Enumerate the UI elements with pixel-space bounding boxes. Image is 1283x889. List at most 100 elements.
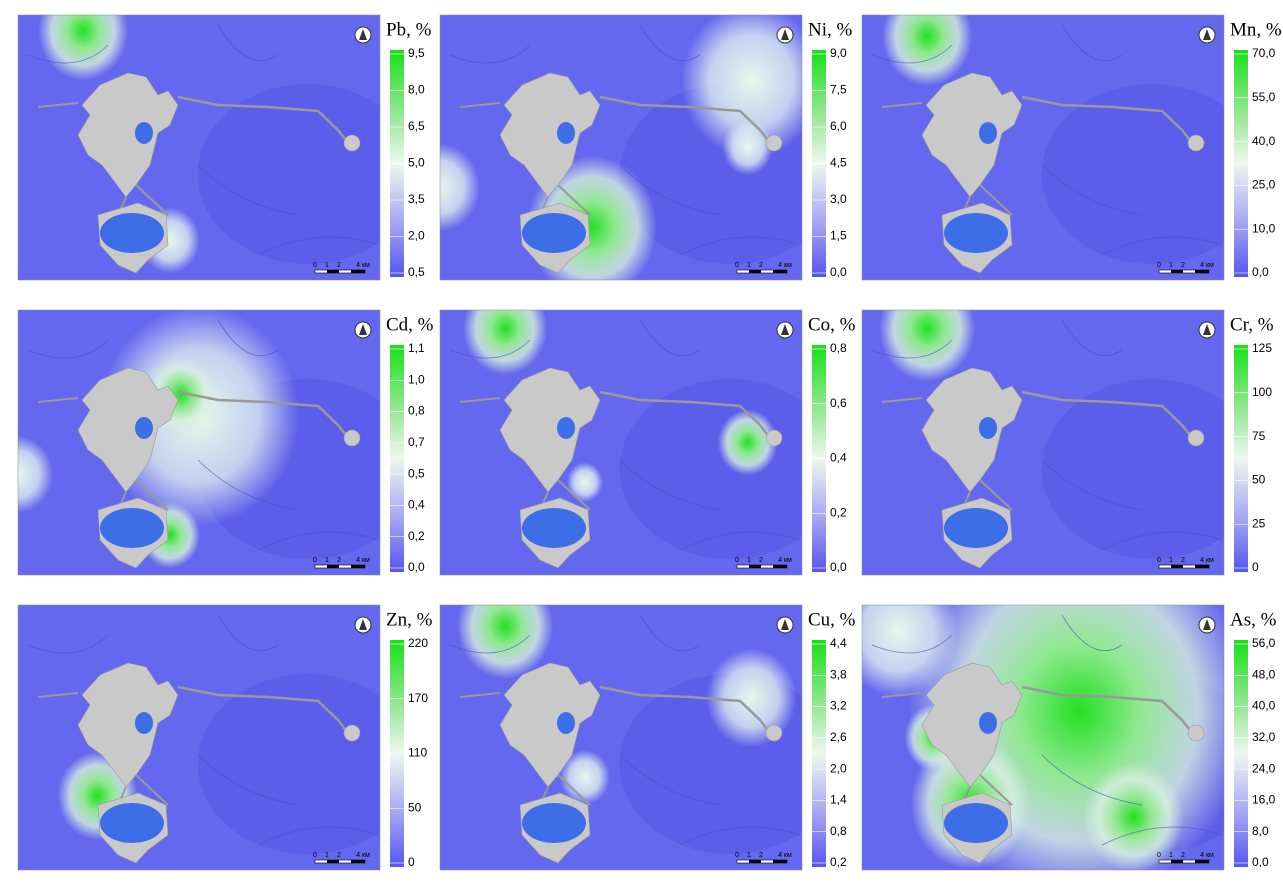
map-panel: 0 1 2 4 км Cu, % 4,4 3,8 3,2 2,6 2,0 1,4 0,8 0,2: [439, 604, 856, 871]
scale-label: 2: [1181, 262, 1185, 269]
scale-bar-segment: [1171, 860, 1183, 863]
legend-title: Cr, %: [1230, 314, 1274, 335]
map-body: [440, 15, 802, 280]
concentration-zone: [722, 120, 773, 175]
map-panel: 0 1 2 4 км Co, % 0,8 0,6 0,4 0,2 0,0: [439, 309, 856, 576]
legend-title: Cd, %: [386, 314, 434, 335]
scale-bar-segment: [327, 270, 339, 273]
scale-label: 0: [735, 262, 739, 269]
color-bar: [1234, 345, 1248, 572]
legend-tick-label: 0,0: [408, 560, 425, 574]
scale-bar-segment: [1195, 270, 1209, 273]
legend-tick-label: 0,5: [408, 466, 425, 480]
concentration-zone: [566, 462, 603, 503]
compass-arrow: [1203, 29, 1211, 40]
legend-tick-label: 16,0: [1252, 793, 1276, 807]
legend-tick-label: 1,0: [408, 372, 425, 386]
concentration-zone: [879, 310, 976, 382]
map-panel: 0 1 2 4 км Cd, % 1,1 1,0 0,8 0,7 0,5 0,4 0,2 0,0: [17, 309, 434, 576]
map-panel: 0 1 2 4 км Zn, % 220 170 110 50 0: [17, 604, 433, 871]
scale-bar-segment: [749, 270, 761, 273]
concentration-zone: [681, 15, 802, 159]
scale-label: 0: [313, 262, 317, 269]
legend-tick-label: 9,0: [830, 46, 847, 60]
legend-tick-label: 1,1: [408, 341, 425, 355]
legend-tick-label: 56,0: [1252, 636, 1276, 650]
scale-bar-segment: [773, 565, 787, 568]
legend-tick-label: 75: [1252, 429, 1266, 443]
legend-tick-label: 1,5: [830, 229, 847, 243]
scale-label: 1: [1169, 557, 1173, 564]
legend-tick-label: 40,0: [1252, 134, 1276, 148]
legend-title: Cu, %: [808, 609, 856, 630]
legend-title: Pb, %: [386, 19, 432, 40]
legend-tick-label: 0,0: [1252, 265, 1269, 279]
scale-label: 4 км: [356, 262, 370, 269]
legend-tick-label: 5,0: [408, 156, 425, 170]
color-bar: [812, 640, 826, 867]
legend-tick-label: 2,6: [830, 730, 847, 744]
legend-tick-label: 3,0: [830, 192, 847, 206]
legend-tick-label: 3,8: [830, 667, 847, 681]
legend-tick-label: 170: [408, 691, 428, 705]
color-bar: [1234, 640, 1248, 867]
legend-tick-label: 70,0: [1252, 46, 1276, 60]
legend-tick-label: 7,5: [830, 83, 847, 97]
map-panel: 0 1 2 4 км As, % 56,0 48,0 40,0 32,0 24,0 16,0 8,0 0…: [861, 604, 1277, 871]
compass-arrow: [781, 324, 789, 335]
map-shade: [197, 674, 380, 854]
scale-label: 2: [759, 557, 763, 564]
map-frame: [861, 604, 1225, 871]
concentration-zone: [706, 648, 797, 748]
map-body: [862, 15, 1224, 280]
scale-label: 4 км: [356, 557, 370, 564]
legend-tick-label: 0,5: [408, 265, 425, 279]
legend-tick-label: 40,0: [1252, 699, 1276, 713]
map-panel: 0 1 2 4 км Cr, % 125 100 75 50 25 0: [861, 309, 1274, 576]
legend-tick-label: 220: [408, 636, 428, 650]
map-body: [440, 310, 802, 575]
legend-tick-label: 0,2: [408, 529, 425, 543]
compass-arrow: [1203, 619, 1211, 630]
compass-arrow: [781, 619, 789, 630]
legend-tick-label: 32,0: [1252, 730, 1276, 744]
legend-tick-label: 0,7: [408, 435, 425, 449]
legend-tick-label: 3,2: [830, 699, 847, 713]
scale-label: 1: [1169, 262, 1173, 269]
map-shade: [197, 84, 380, 264]
legend-tick-label: 24,0: [1252, 761, 1276, 775]
concentration-zone: [18, 435, 53, 513]
scale-label: 0: [735, 852, 739, 859]
color-bar: [1234, 50, 1248, 277]
concentration-zone: [862, 605, 959, 698]
legend-tick-label: 0: [408, 855, 415, 869]
legend-title: Mn, %: [1230, 19, 1282, 40]
legend-tick-label: 6,0: [830, 119, 847, 133]
legend-tick-label: 8,0: [1252, 824, 1269, 838]
scale-label: 1: [325, 852, 329, 859]
scale-bar-segment: [351, 860, 365, 863]
scale-label: 0: [1157, 262, 1161, 269]
scale-bar-segment: [351, 270, 365, 273]
legend-tick-label: 100: [1252, 385, 1272, 399]
legend-tick-label: 48,0: [1252, 667, 1276, 681]
scale-label: 1: [747, 852, 751, 859]
scale-bar-segment: [1195, 565, 1209, 568]
map-frame: [439, 604, 803, 871]
legend-tick-label: 4,5: [830, 156, 847, 170]
compass-arrow: [359, 619, 367, 630]
scale-label: 2: [759, 262, 763, 269]
scale-label: 4 км: [356, 852, 370, 859]
concentration-zone: [457, 605, 554, 679]
compass-arrow: [1203, 324, 1211, 335]
map-shade: [1041, 379, 1224, 559]
legend-title: Ni, %: [808, 19, 853, 40]
map-frame: [861, 14, 1225, 281]
map-shade: [1041, 84, 1224, 264]
map-body: [18, 310, 380, 575]
map-body: [440, 605, 802, 870]
scale-label: 4 км: [778, 557, 792, 564]
legend-tick-label: 0: [1252, 560, 1259, 574]
legend-tick-label: 0,0: [1252, 855, 1269, 869]
